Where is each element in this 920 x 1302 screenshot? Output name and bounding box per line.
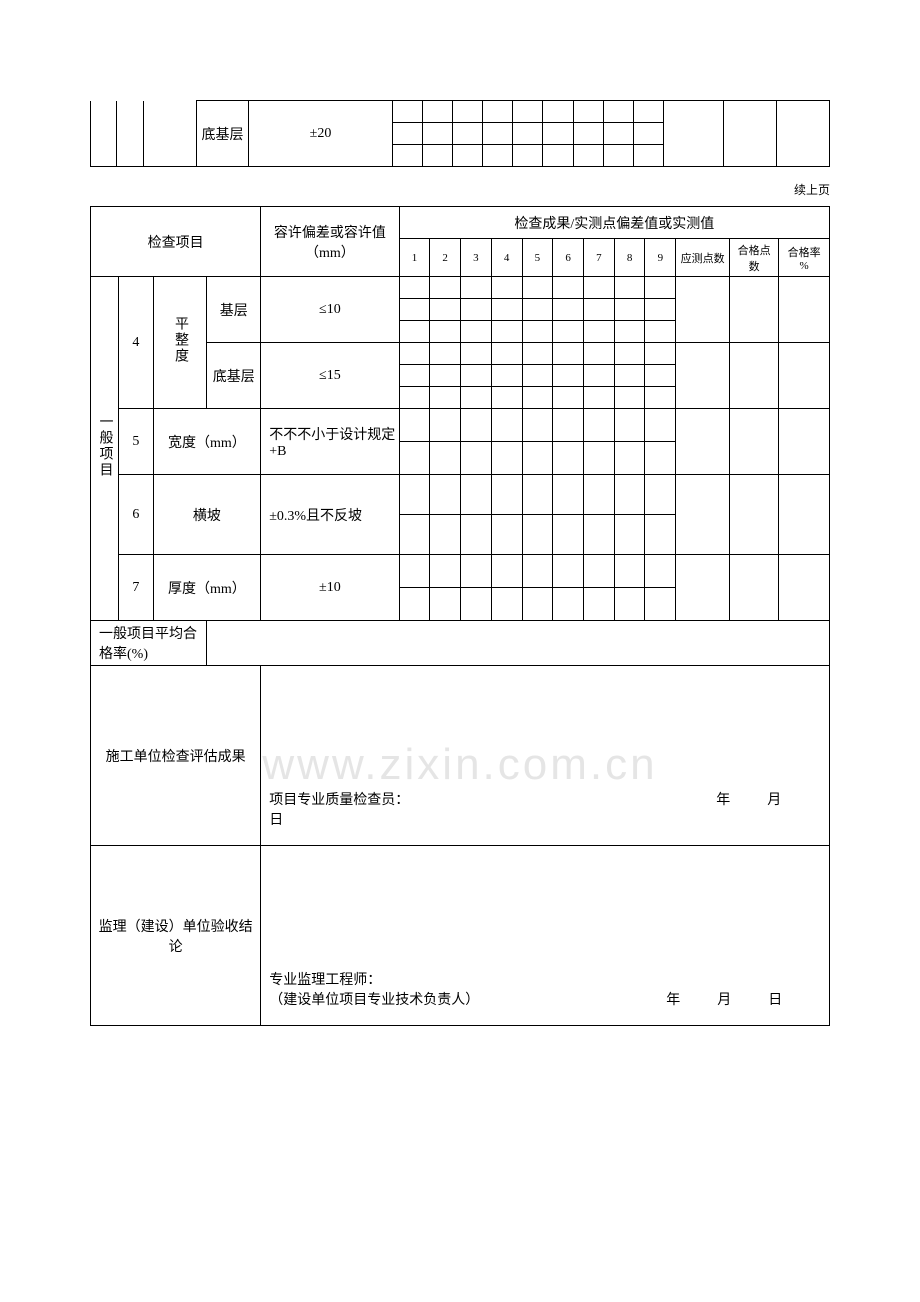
row-sub: 底基层 [207,343,261,409]
row-tol: ±10 [261,555,399,621]
header-col: 2 [430,239,461,277]
date-year: 年 [716,793,730,808]
date-day: 日 [269,813,283,828]
header-col: 1 [399,239,430,277]
date-month: 月 [767,793,781,808]
header-col: 5 [522,239,553,277]
header-col: 3 [461,239,492,277]
engineer-sub: （建设单位项目专业技术负责人） [269,993,479,1008]
header-col: 7 [583,239,614,277]
header-check-item: 检查项目 [91,207,261,277]
row-name: 平整度 [170,316,190,364]
header-results: 检查成果/实测点偏差值或实测值 [399,207,829,239]
engineer-label: 专业监理工程师： [269,969,821,989]
header-col: 6 [553,239,584,277]
row-tol: ≤10 [261,277,399,343]
header-col: 4 [491,239,522,277]
row-sub: 基层 [207,277,261,343]
row-tol: ≤15 [261,343,399,409]
top-tolerance: ±20 [249,101,392,167]
header-col: 8 [614,239,645,277]
row-num: 6 [119,475,154,555]
header-pass-rate: 合格率 % [779,239,830,277]
header-col: 9 [645,239,676,277]
main-table: 检查项目 容许偏差或容许值（mm） 检查成果/实测点偏差值或实测值 1 2 3 … [90,206,830,1026]
inspector-label: 项目专业质量检查员： [269,793,409,808]
row-name: 横坡 [153,475,261,555]
row-num: 5 [119,409,154,475]
continue-note: 续上页 [90,181,830,198]
construction-unit-label: 施工单位检查评估成果 [91,666,261,846]
header-expected: 应测点数 [676,239,730,277]
row-tol: 不不不小于设计规定+B [261,409,399,475]
top-row-label: 底基层 [196,101,249,167]
section-label: 一般项目 [95,414,115,478]
construction-sign-cell: 项目专业质量检查员： 年 月 日 [261,666,830,846]
row-tol: ±0.3%且不反坡 [261,475,399,555]
row-num: 7 [119,555,154,621]
date-day: 日 [768,993,782,1008]
supervision-unit-text: 监理（建设）单位验收结论 [94,916,257,956]
header-tolerance: 容许偏差或容许值（mm） [261,207,399,277]
supervision-unit-label: 监理（建设）单位验收结论 [91,846,261,1026]
date-month: 月 [717,993,731,1008]
row-name: 厚度（mm） [153,555,261,621]
date-year: 年 [666,993,680,1008]
row-num: 4 [119,277,154,409]
construction-unit-text: 施工单位检查评估成果 [94,746,257,766]
supervision-sign-cell: 专业监理工程师： （建设单位项目专业技术负责人） 年 月 日 [261,846,830,1026]
row-name: 宽度（mm） [153,409,261,475]
top-table: 底基层 ±20 [90,100,830,167]
avg-label: 一般项目平均合格率(%) [91,621,207,666]
header-pass-points: 合格点数 [729,239,778,277]
